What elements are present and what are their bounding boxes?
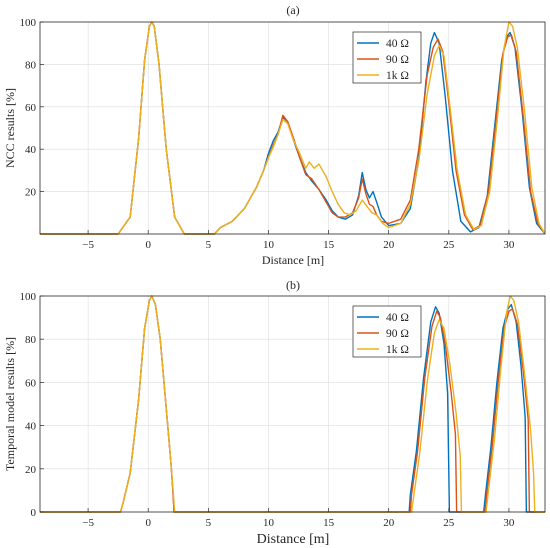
panel-a-legend-label-2: 90 Ω <box>386 54 409 66</box>
panel-b-ticks: −5 0 5 10 15 20 25 30 0 20 40 60 80 100 <box>20 291 515 529</box>
panel-b-y-tick-label: 60 <box>25 377 37 389</box>
panel-b-series-line-2 <box>40 295 545 513</box>
panel-a-series <box>40 21 546 235</box>
panel-a-y-tick-label: 60 <box>25 102 37 114</box>
panel-b-legend-label-1: 40 Ω <box>386 312 409 324</box>
panel-a-axes-box <box>39 21 546 235</box>
panel-b-legend-label-2: 90 Ω <box>386 328 409 340</box>
panel-a-x-tick-label: 5 <box>206 239 212 251</box>
panel-a-y-tick-label: 80 <box>25 59 37 71</box>
panel-b-series <box>40 295 545 513</box>
panel-b-x-tick-label: 25 <box>443 517 455 529</box>
panel-b-y-tick-label: 40 <box>25 421 37 433</box>
panel-b-x-tick-label: 0 <box>145 517 151 529</box>
panel-a-y-tick-label: 20 <box>25 187 37 199</box>
panel-a-legend-label-3: 1k Ω <box>386 70 409 82</box>
panel-b-title: (b) <box>286 278 300 292</box>
panel-a-series-line-2 <box>40 21 546 235</box>
panel-b-y-tick-label: 0 <box>31 507 37 519</box>
chart-panel-a: (a) −5 0 5 10 15 20 25 30 20 40 60 80 100 Distance [… <box>3 3 546 267</box>
panel-a-series-line-3 <box>40 21 546 235</box>
panel-b-y-tick-label: 20 <box>25 464 37 476</box>
panel-a-ticks: −5 0 5 10 15 20 25 30 20 40 60 80 100 <box>20 17 515 251</box>
panel-a-title: (a) <box>286 3 299 17</box>
panel-a-x-tick-label: 15 <box>323 239 335 251</box>
panel-b-series-line-3 <box>40 295 545 513</box>
panel-b-grid <box>40 296 545 512</box>
panel-a-x-tick-label: −5 <box>82 239 94 251</box>
panel-b-y-axis-label: Temporal model results [%] <box>3 337 17 471</box>
panel-b-legend: 40 Ω 90 Ω 1k Ω <box>352 305 422 358</box>
panel-b-axes-box <box>39 295 546 513</box>
panel-b-x-tick-label: 10 <box>263 517 275 529</box>
panel-b-y-tick-label: 80 <box>25 334 37 346</box>
panel-a-x-tick-label: 30 <box>503 239 515 251</box>
panel-a-y-axis-label: NCC results [%] <box>3 88 17 168</box>
panel-b-legend-label-3: 1k Ω <box>386 344 409 356</box>
panel-b-series-line-1 <box>40 295 545 513</box>
panel-b-x-axis-label: Distance [m] <box>257 532 330 547</box>
panel-a-y-tick-label: 40 <box>25 144 37 156</box>
panel-b-y-tick-label: 100 <box>20 291 37 303</box>
panel-a-x-tick-label: 25 <box>443 239 455 251</box>
panel-a-x-tick-label: 0 <box>145 239 151 251</box>
chart-panel-b: (b) −5 0 5 10 15 20 25 30 0 20 40 60 80 100 Distance … <box>3 278 546 547</box>
panel-b-x-tick-label: 5 <box>206 517 212 529</box>
panel-b-x-tick-label: 20 <box>383 517 395 529</box>
panel-b-x-tick-label: 15 <box>323 517 335 529</box>
panel-a-legend: 40 Ω 90 Ω 1k Ω <box>352 31 422 84</box>
panel-a-series-line-1 <box>40 21 546 235</box>
panel-a-legend-label-1: 40 Ω <box>386 38 409 50</box>
panel-a-x-tick-label: 10 <box>263 239 275 251</box>
panel-a-x-tick-label: 20 <box>383 239 395 251</box>
panel-b-x-tick-label: −5 <box>82 517 94 529</box>
panel-b-x-tick-label: 30 <box>503 517 515 529</box>
panel-a-grid <box>40 22 545 234</box>
panel-a-x-axis-label: Distance [m] <box>262 253 324 267</box>
panel-a-y-tick-label: 100 <box>20 17 37 29</box>
